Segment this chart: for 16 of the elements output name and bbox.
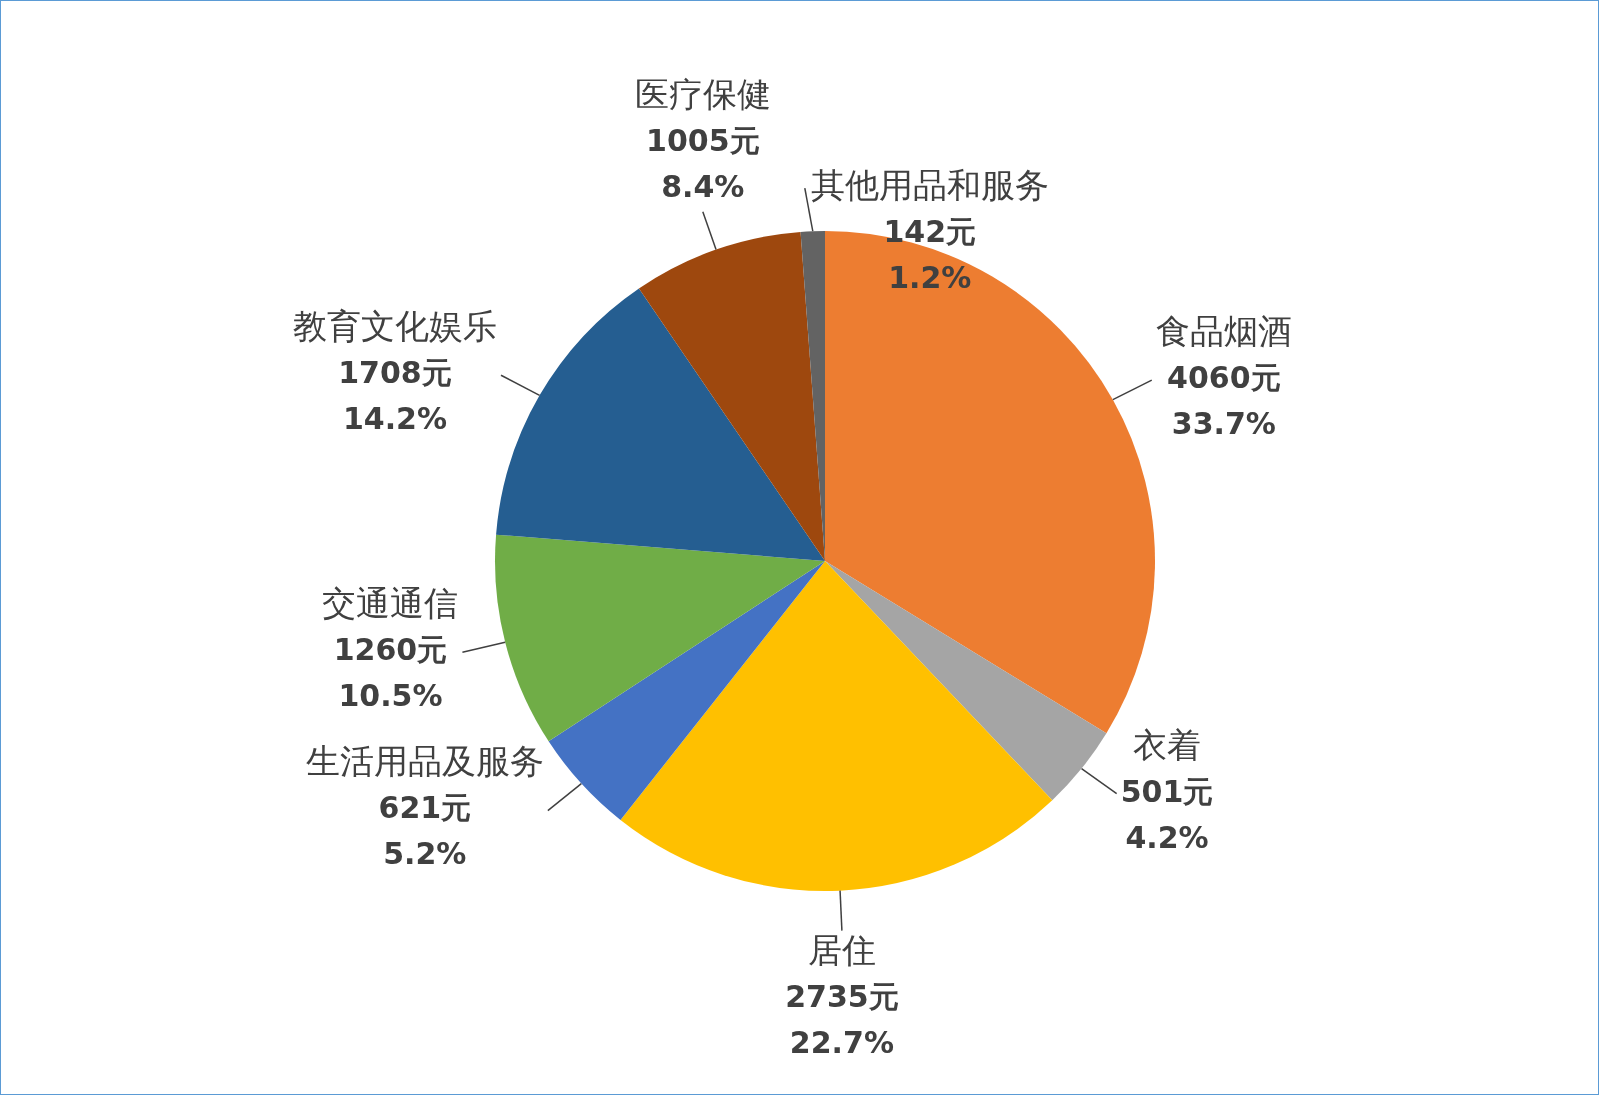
data-label: 1708元 14.2%	[338, 355, 452, 437]
slice-label: 衣着	[1132, 724, 1201, 765]
slice-label: 居住	[807, 930, 876, 971]
data-label: 4060元 33.7%	[1167, 359, 1281, 441]
data-label: 1005元 8.4%	[646, 122, 760, 204]
data-label: 621元 5.2%	[378, 790, 472, 872]
slice-label: 医疗保健	[634, 73, 771, 114]
data-label: 1260元 10.5%	[333, 632, 448, 714]
slice-label: 教育文化娱乐	[292, 306, 497, 347]
slice-label: 交通通信	[322, 583, 459, 624]
data-label: 142元 1.2%	[883, 214, 977, 296]
slice-label: 生活用品及服务	[305, 741, 544, 782]
data-label: 501元 4.2%	[1120, 773, 1214, 855]
data-label: 2735元 22.7%	[785, 979, 899, 1061]
slice-label: 其他用品和服务	[810, 165, 1049, 206]
slice-label: 食品烟酒	[1155, 310, 1292, 351]
